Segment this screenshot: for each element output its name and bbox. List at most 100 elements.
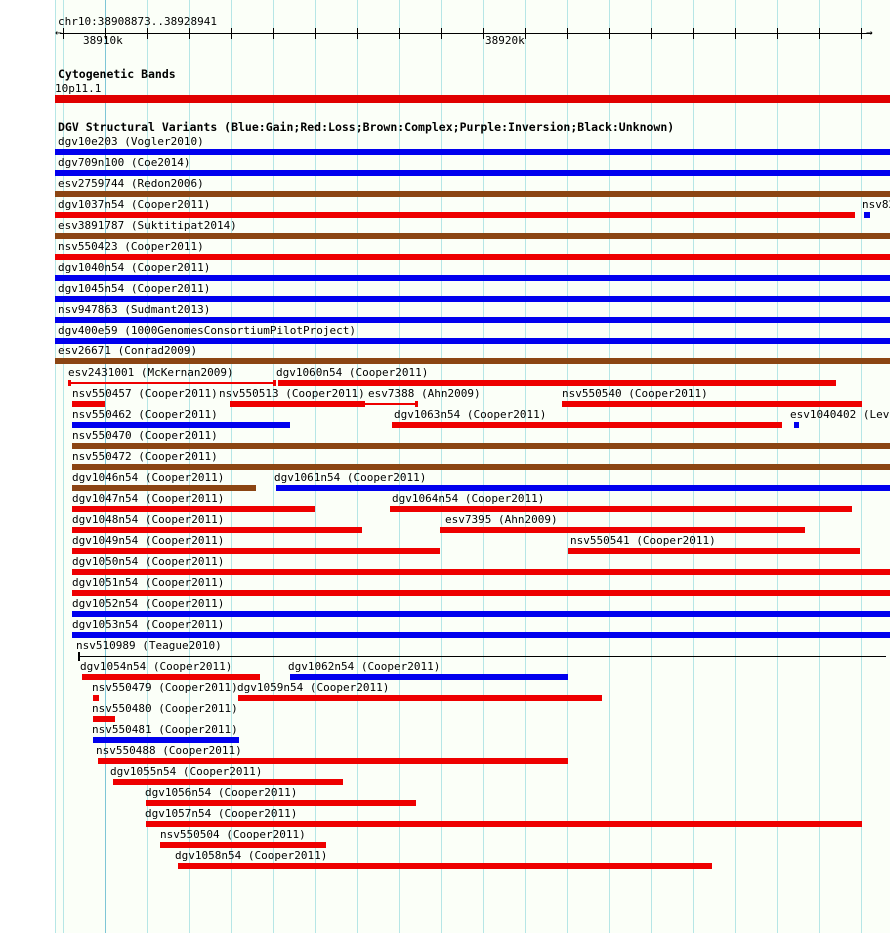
variant-bar[interactable]	[72, 590, 890, 596]
variant-label: dgv1058n54 (Cooper2011)	[175, 849, 328, 862]
variant-bar[interactable]	[178, 863, 712, 869]
variant-bar[interactable]	[55, 170, 890, 176]
variant-bar[interactable]	[82, 674, 260, 680]
variant-bar[interactable]	[93, 716, 115, 722]
variant-label: dgv1051n54 (Cooper2011)	[72, 576, 225, 589]
variant-bar[interactable]	[72, 506, 315, 512]
variant-bar[interactable]	[72, 527, 362, 533]
ruler-tick	[105, 28, 106, 39]
variant-label: dgv1054n54 (Cooper2011)	[80, 660, 233, 673]
variant-label: dgv400e59 (1000GenomesConsortiumPilotPro…	[58, 324, 357, 337]
variant-bar[interactable]	[568, 548, 860, 554]
variant-bar[interactable]	[72, 611, 890, 617]
ruler-tick	[231, 28, 232, 39]
ruler-tick	[357, 28, 358, 39]
variant-label: nsv947863 (Sudmant2013)	[58, 303, 211, 316]
ruler-tick	[399, 28, 400, 39]
variant-bar[interactable]	[72, 464, 890, 470]
variant-bar[interactable]	[55, 233, 890, 239]
variant-bar[interactable]	[390, 506, 852, 512]
variant-label: dgv1056n54 (Cooper2011)	[145, 786, 298, 799]
variant-bar[interactable]	[72, 569, 890, 575]
variant-label: dgv1037n54 (Cooper2011)	[58, 198, 211, 211]
variant-bar[interactable]	[55, 338, 890, 344]
variant-bar[interactable]	[113, 779, 343, 785]
ruler-left-arrow[interactable]: ←	[55, 26, 62, 39]
variant-label: dgv1060n54 (Cooper2011)	[276, 366, 429, 379]
variant-label: nsv550457 (Cooper2011)	[72, 387, 218, 400]
variant-label: dgv1049n54 (Cooper2011)	[72, 534, 225, 547]
variant-bar[interactable]	[55, 254, 890, 260]
variant-bar[interactable]	[55, 317, 890, 323]
ruler-tick	[819, 28, 820, 39]
variant-label: dgv1061n54 (Cooper2011)	[274, 471, 427, 484]
variant-bar[interactable]	[68, 380, 276, 386]
variant-bar[interactable]	[72, 422, 290, 428]
ruler-tick	[777, 28, 778, 39]
variant-bar[interactable]	[290, 674, 568, 680]
left-gutter	[0, 0, 55, 933]
variant-bar[interactable]	[362, 401, 418, 407]
variant-bar-stem	[362, 403, 418, 405]
variant-bar[interactable]	[276, 485, 890, 491]
variant-label: nsv550480 (Cooper2011)	[92, 702, 238, 715]
variant-bar[interactable]	[55, 296, 890, 302]
cytogenetic-title: Cytogenetic Bands	[58, 67, 176, 81]
variant-bar[interactable]	[55, 191, 890, 197]
variant-bar[interactable]	[146, 821, 862, 827]
variant-bar[interactable]	[72, 548, 440, 554]
variant-label: esv2431001 (McKernan2009)	[68, 366, 234, 379]
variant-bar[interactable]	[864, 212, 870, 218]
variant-bar[interactable]	[72, 401, 105, 407]
variant-bar[interactable]	[160, 842, 326, 848]
variant-label: esv2759744 (Redon2006)	[58, 177, 204, 190]
variant-bar[interactable]	[72, 443, 890, 449]
variant-label: nsv550470 (Cooper2011)	[72, 429, 218, 442]
ruler-tick	[441, 28, 442, 39]
ruler-tick	[483, 28, 484, 39]
cytogenetic-band-label: 10p11.1	[55, 82, 102, 95]
cytogenetic-band-bar[interactable]	[55, 95, 890, 103]
variant-bar-endcap	[415, 401, 418, 407]
ruler-tick	[693, 28, 694, 39]
variant-bar[interactable]	[98, 758, 568, 764]
variant-bar[interactable]	[72, 485, 256, 491]
ruler-tick	[735, 28, 736, 39]
variant-label: nsv550423 (Cooper2011)	[58, 240, 204, 253]
variant-label: nsv550481 (Cooper2011)	[92, 723, 238, 736]
variant-bar[interactable]	[93, 737, 239, 743]
variant-bar[interactable]	[794, 422, 799, 428]
variant-bar[interactable]	[238, 695, 602, 701]
variant-bar[interactable]	[278, 380, 836, 386]
variant-bar[interactable]	[562, 401, 862, 407]
variant-bar[interactable]	[146, 800, 416, 806]
variant-bar[interactable]	[392, 422, 782, 428]
variant-label: dgv1057n54 (Cooper2011)	[145, 807, 298, 820]
ruler-tick	[567, 28, 568, 39]
variant-bar[interactable]	[55, 275, 890, 281]
dgv-track-title: DGV Structural Variants (Blue:Gain;Red:L…	[58, 120, 675, 134]
variant-bar[interactable]	[55, 358, 890, 364]
variant-bar[interactable]	[78, 656, 886, 657]
ruler-tick	[651, 28, 652, 39]
variant-bar[interactable]	[72, 632, 890, 638]
variant-label: esv7395 (Ahn2009)	[445, 513, 558, 526]
ruler-right-arrow[interactable]: →	[866, 26, 873, 39]
ruler-axis[interactable]	[60, 33, 872, 34]
variant-bar[interactable]	[93, 695, 99, 701]
variant-bar-stem	[68, 382, 276, 384]
variant-bar-endcap	[362, 401, 365, 407]
variant-label: esv7388 (Ahn2009)	[368, 387, 481, 400]
variant-bar[interactable]	[440, 527, 805, 533]
variant-label: dgv1053n54 (Cooper2011)	[72, 618, 225, 631]
variant-label: nsv550488 (Cooper2011)	[96, 744, 242, 757]
variant-bar[interactable]	[55, 149, 890, 155]
variant-label: nsv820(	[862, 198, 890, 211]
variant-bar[interactable]	[230, 401, 362, 407]
variant-bar[interactable]	[55, 212, 855, 218]
variant-label: nsv550504 (Cooper2011)	[160, 828, 306, 841]
ruler-tick	[273, 28, 274, 39]
gridline	[55, 0, 56, 933]
ruler-tick-label: 38910k	[83, 34, 123, 47]
